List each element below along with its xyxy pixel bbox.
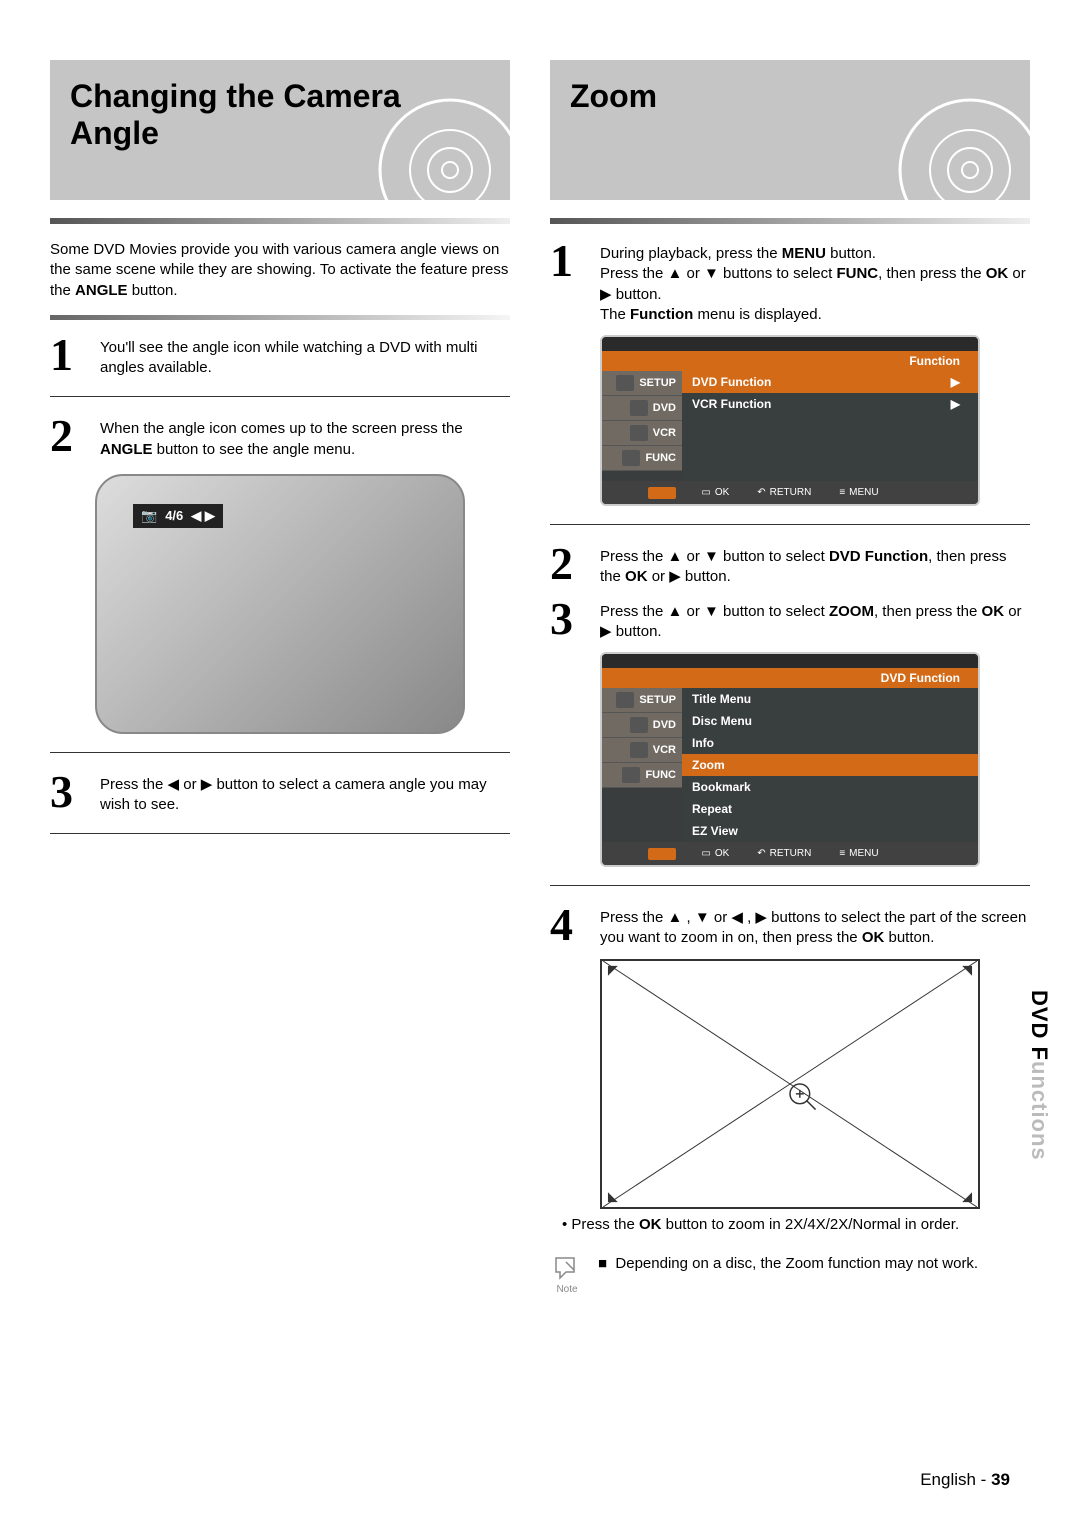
note-label: Note	[550, 1284, 584, 1295]
right-header: Zoom	[550, 60, 1030, 200]
return-hint: ↶ RETURN	[757, 848, 811, 859]
tv-screen: 📷 4/6 ◀ ▶	[95, 474, 465, 734]
section-divider	[50, 315, 510, 320]
vcr-icon	[630, 742, 648, 758]
menu-hint: ≡ MENU	[839, 848, 878, 859]
left-step-3: 3 Press the ◀ or ▶ button to select a ca…	[50, 771, 510, 816]
function-menu-screen: Function SETUP DVD VCR FUNC DVD Function…	[600, 335, 980, 506]
note-text: Depending on a disc, the Zoom function m…	[615, 1255, 978, 1272]
sidebar-setup: SETUP	[602, 688, 682, 713]
menu-header: Function	[602, 351, 978, 371]
camera-icon: 📷	[141, 508, 157, 524]
gradient-bar	[50, 218, 510, 224]
menu-main: DVD Function▶ VCR Function▶	[682, 371, 978, 481]
left-step-2: 2 When the angle icon comes up to the sc…	[50, 415, 510, 460]
menu-row: EZ View	[682, 820, 978, 842]
ok-hint: ▭ OK	[701, 487, 729, 498]
angle-indicator: 📷 4/6 ◀ ▶	[133, 504, 223, 528]
nav-pad-icon	[648, 848, 676, 860]
dvd-icon	[630, 717, 648, 733]
page-number: 39	[991, 1470, 1010, 1489]
sidebar-dvd: DVD	[602, 713, 682, 738]
menu-row: Title Menu	[682, 688, 978, 710]
return-hint: ↶ RETURN	[757, 487, 811, 498]
dvd-function-menu-screen: DVD Function SETUP DVD VCR FUNC Title Me…	[600, 652, 980, 867]
thin-divider	[550, 524, 1030, 525]
vcr-icon	[630, 425, 648, 441]
sidebar-dvd: DVD	[602, 396, 682, 421]
func-icon	[622, 450, 640, 466]
right-step-2: 2 Press the ▲ or ▼ button to select DVD …	[550, 543, 1030, 588]
menu-bottom-bar: ▭ OK ↶ RETURN ≡ MENU	[602, 481, 978, 504]
disc-art-icon	[890, 90, 1030, 200]
disc-art-icon	[370, 90, 510, 200]
thin-divider	[50, 396, 510, 397]
thin-divider	[50, 833, 510, 834]
menu-bottom-bar: ▭ OK ↶ RETURN ≡ MENU	[602, 842, 978, 865]
left-header: Changing the Camera Angle	[50, 60, 510, 200]
setup-icon	[616, 692, 634, 708]
left-right-arrows-icon: ◀ ▶	[191, 508, 215, 524]
func-icon	[622, 767, 640, 783]
left-step-1: 1 You'll see the angle icon while watchi…	[50, 334, 510, 379]
thin-divider	[50, 752, 510, 753]
menu-row: Disc Menu	[682, 710, 978, 732]
menu-row-dvd-function: DVD Function▶	[682, 371, 978, 393]
gradient-bar	[550, 218, 1030, 224]
menu-row: Bookmark	[682, 776, 978, 798]
menu-main: Title Menu Disc Menu Info Zoom Bookmark …	[682, 688, 978, 842]
nav-pad-icon	[648, 487, 676, 499]
menu-row: Info	[682, 732, 978, 754]
setup-icon	[616, 375, 634, 391]
side-tab-label: DVD Functions	[1026, 990, 1052, 1161]
zoom-diagram	[600, 959, 980, 1209]
menu-row: Repeat	[682, 798, 978, 820]
right-step-3: 3 Press the ▲ or ▼ button to select ZOOM…	[550, 598, 1030, 643]
sidebar-vcr: VCR	[602, 421, 682, 446]
sidebar-func: FUNC	[602, 763, 682, 788]
note-block: Note ■ Depending on a disc, the Zoom fun…	[550, 1254, 1030, 1295]
dvd-icon	[630, 400, 648, 416]
sidebar-func: FUNC	[602, 446, 682, 471]
left-intro: Some DVD Movies provide you with various…	[50, 240, 510, 301]
menu-header: DVD Function	[602, 668, 978, 688]
sidebar-vcr: VCR	[602, 738, 682, 763]
right-step-4: 4 Press the ▲ , ▼ or ◀ , ▶ buttons to se…	[550, 904, 1030, 949]
menu-row-zoom: Zoom	[682, 754, 978, 776]
ok-hint: ▭ OK	[701, 848, 729, 859]
menu-sidebar: SETUP DVD VCR FUNC	[602, 688, 682, 842]
ok-zoom-note: • Press the OK button to zoom in 2X/4X/2…	[562, 1215, 1030, 1235]
page-footer: English - 39	[920, 1470, 1010, 1490]
menu-sidebar: SETUP DVD VCR FUNC	[602, 371, 682, 481]
right-step-1: 1 During playback, press the MENU button…	[550, 240, 1030, 325]
menu-row-vcr-function: VCR Function▶	[682, 393, 978, 415]
note-icon	[552, 1254, 582, 1280]
thin-divider	[550, 885, 1030, 886]
menu-hint: ≡ MENU	[839, 487, 878, 498]
sidebar-setup: SETUP	[602, 371, 682, 396]
